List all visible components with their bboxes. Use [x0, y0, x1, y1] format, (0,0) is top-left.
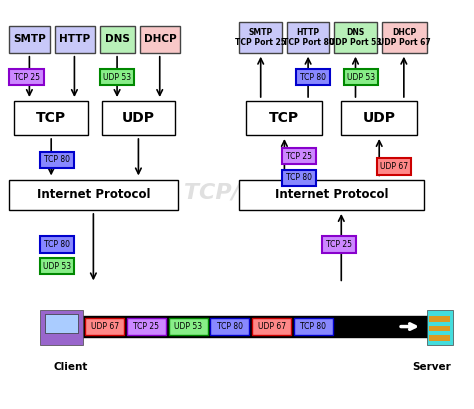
Text: TCP 80: TCP 80 — [301, 322, 326, 331]
FancyBboxPatch shape — [9, 26, 50, 53]
Text: UDP 53: UDP 53 — [174, 322, 202, 331]
FancyBboxPatch shape — [294, 318, 333, 335]
FancyBboxPatch shape — [282, 148, 316, 164]
Text: UDP: UDP — [363, 111, 396, 125]
Text: DNS
UDP Port 53: DNS UDP Port 53 — [329, 27, 382, 47]
Text: UDP 53: UDP 53 — [346, 73, 375, 82]
FancyBboxPatch shape — [427, 310, 453, 345]
FancyBboxPatch shape — [239, 22, 282, 53]
Text: UDP 67: UDP 67 — [257, 322, 286, 331]
FancyBboxPatch shape — [334, 22, 377, 53]
FancyBboxPatch shape — [296, 69, 330, 85]
FancyBboxPatch shape — [40, 152, 74, 168]
Text: TCP: TCP — [269, 111, 300, 125]
FancyBboxPatch shape — [40, 310, 83, 345]
FancyBboxPatch shape — [344, 69, 378, 85]
FancyBboxPatch shape — [429, 316, 450, 322]
FancyBboxPatch shape — [45, 314, 78, 333]
Text: UDP 67: UDP 67 — [380, 162, 408, 171]
FancyBboxPatch shape — [140, 26, 180, 53]
Text: DHCP: DHCP — [144, 34, 176, 44]
FancyBboxPatch shape — [210, 318, 249, 335]
FancyBboxPatch shape — [322, 236, 356, 253]
FancyBboxPatch shape — [14, 101, 88, 135]
Text: Internet Protocol: Internet Protocol — [275, 189, 389, 201]
Text: UDP 53: UDP 53 — [102, 73, 131, 82]
Text: TCP 80: TCP 80 — [217, 322, 243, 331]
Text: Internet Protocol: Internet Protocol — [37, 189, 150, 201]
FancyBboxPatch shape — [287, 22, 329, 53]
Text: TCP 25: TCP 25 — [327, 240, 352, 249]
Text: TCP 80: TCP 80 — [286, 173, 312, 182]
FancyBboxPatch shape — [169, 318, 208, 335]
FancyBboxPatch shape — [55, 26, 95, 53]
FancyBboxPatch shape — [252, 318, 291, 335]
Text: Server: Server — [412, 362, 451, 372]
Text: TCP 25: TCP 25 — [286, 152, 312, 161]
FancyBboxPatch shape — [100, 26, 135, 53]
FancyBboxPatch shape — [246, 101, 322, 135]
Text: SMTP: SMTP — [13, 34, 46, 44]
FancyBboxPatch shape — [102, 101, 175, 135]
Text: TCP 80: TCP 80 — [45, 155, 70, 164]
FancyBboxPatch shape — [341, 101, 417, 135]
FancyBboxPatch shape — [40, 236, 74, 253]
Text: The TCP/IP Guide: The TCP/IP Guide — [129, 183, 345, 203]
Text: TCP 80: TCP 80 — [301, 73, 326, 82]
Text: HTTP: HTTP — [59, 34, 90, 44]
FancyBboxPatch shape — [429, 326, 450, 331]
Text: DHCP
UDP Port 67: DHCP UDP Port 67 — [378, 27, 430, 47]
Text: UDP 67: UDP 67 — [91, 322, 119, 331]
FancyBboxPatch shape — [73, 316, 434, 337]
FancyBboxPatch shape — [382, 22, 427, 53]
FancyBboxPatch shape — [9, 180, 178, 210]
Text: Client: Client — [54, 362, 88, 372]
FancyBboxPatch shape — [127, 318, 166, 335]
Text: DNS: DNS — [105, 34, 130, 44]
FancyBboxPatch shape — [40, 258, 74, 274]
FancyBboxPatch shape — [282, 170, 316, 186]
FancyBboxPatch shape — [377, 158, 411, 175]
Text: TCP: TCP — [36, 111, 66, 125]
Text: TCP 25: TCP 25 — [134, 322, 159, 331]
Text: UDP 53: UDP 53 — [43, 262, 72, 271]
FancyBboxPatch shape — [85, 318, 124, 335]
FancyBboxPatch shape — [239, 180, 424, 210]
Text: HTTP
TCP Port 80: HTTP TCP Port 80 — [283, 27, 334, 47]
Text: SMTP
TCP Port 25: SMTP TCP Port 25 — [235, 27, 286, 47]
FancyBboxPatch shape — [100, 69, 134, 85]
Text: TCP 80: TCP 80 — [45, 240, 70, 249]
FancyBboxPatch shape — [429, 335, 450, 341]
FancyBboxPatch shape — [9, 69, 44, 85]
Text: UDP: UDP — [122, 111, 155, 125]
Text: TCP 25: TCP 25 — [14, 73, 39, 82]
